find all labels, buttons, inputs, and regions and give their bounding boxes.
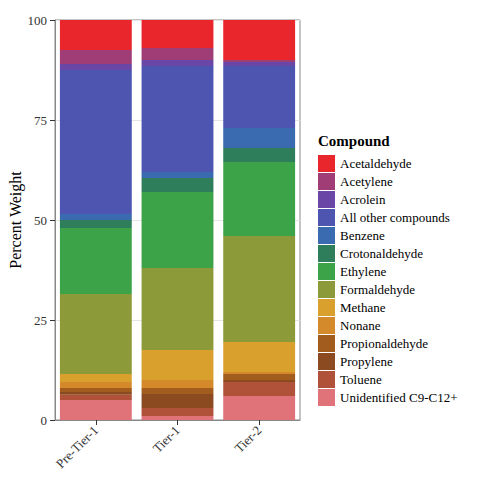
svg-text:Acetylene: Acetylene	[340, 174, 393, 189]
svg-text:75: 75	[34, 113, 47, 128]
svg-text:0: 0	[41, 413, 48, 428]
svg-text:100: 100	[28, 13, 48, 28]
svg-text:Percent Weight: Percent Weight	[7, 171, 25, 269]
svg-text:All other compounds: All other compounds	[340, 210, 450, 225]
svg-text:Tier-2: Tier-2	[231, 423, 264, 456]
svg-text:Crotonaldehyde: Crotonaldehyde	[340, 246, 423, 261]
svg-text:Ethylene: Ethylene	[340, 264, 386, 279]
svg-text:Benzene: Benzene	[340, 228, 385, 243]
svg-text:Propylene: Propylene	[340, 354, 393, 369]
svg-text:Acrolein: Acrolein	[340, 192, 386, 207]
svg-text:Methane: Methane	[340, 300, 386, 315]
svg-text:Compound: Compound	[318, 133, 390, 149]
svg-text:Toluene: Toluene	[340, 372, 382, 387]
svg-text:Unidentified C9-C12+: Unidentified C9-C12+	[340, 390, 457, 405]
svg-text:Tier-1: Tier-1	[150, 423, 183, 456]
svg-text:Acetaldehyde: Acetaldehyde	[340, 156, 412, 171]
svg-text:25: 25	[34, 313, 47, 328]
svg-text:Propionaldehyde: Propionaldehyde	[340, 336, 428, 351]
svg-text:Pre-Tier-1: Pre-Tier-1	[53, 423, 101, 471]
svg-text:50: 50	[34, 213, 47, 228]
svg-text:Nonane: Nonane	[340, 318, 381, 333]
svg-text:Formaldehyde: Formaldehyde	[340, 282, 415, 297]
